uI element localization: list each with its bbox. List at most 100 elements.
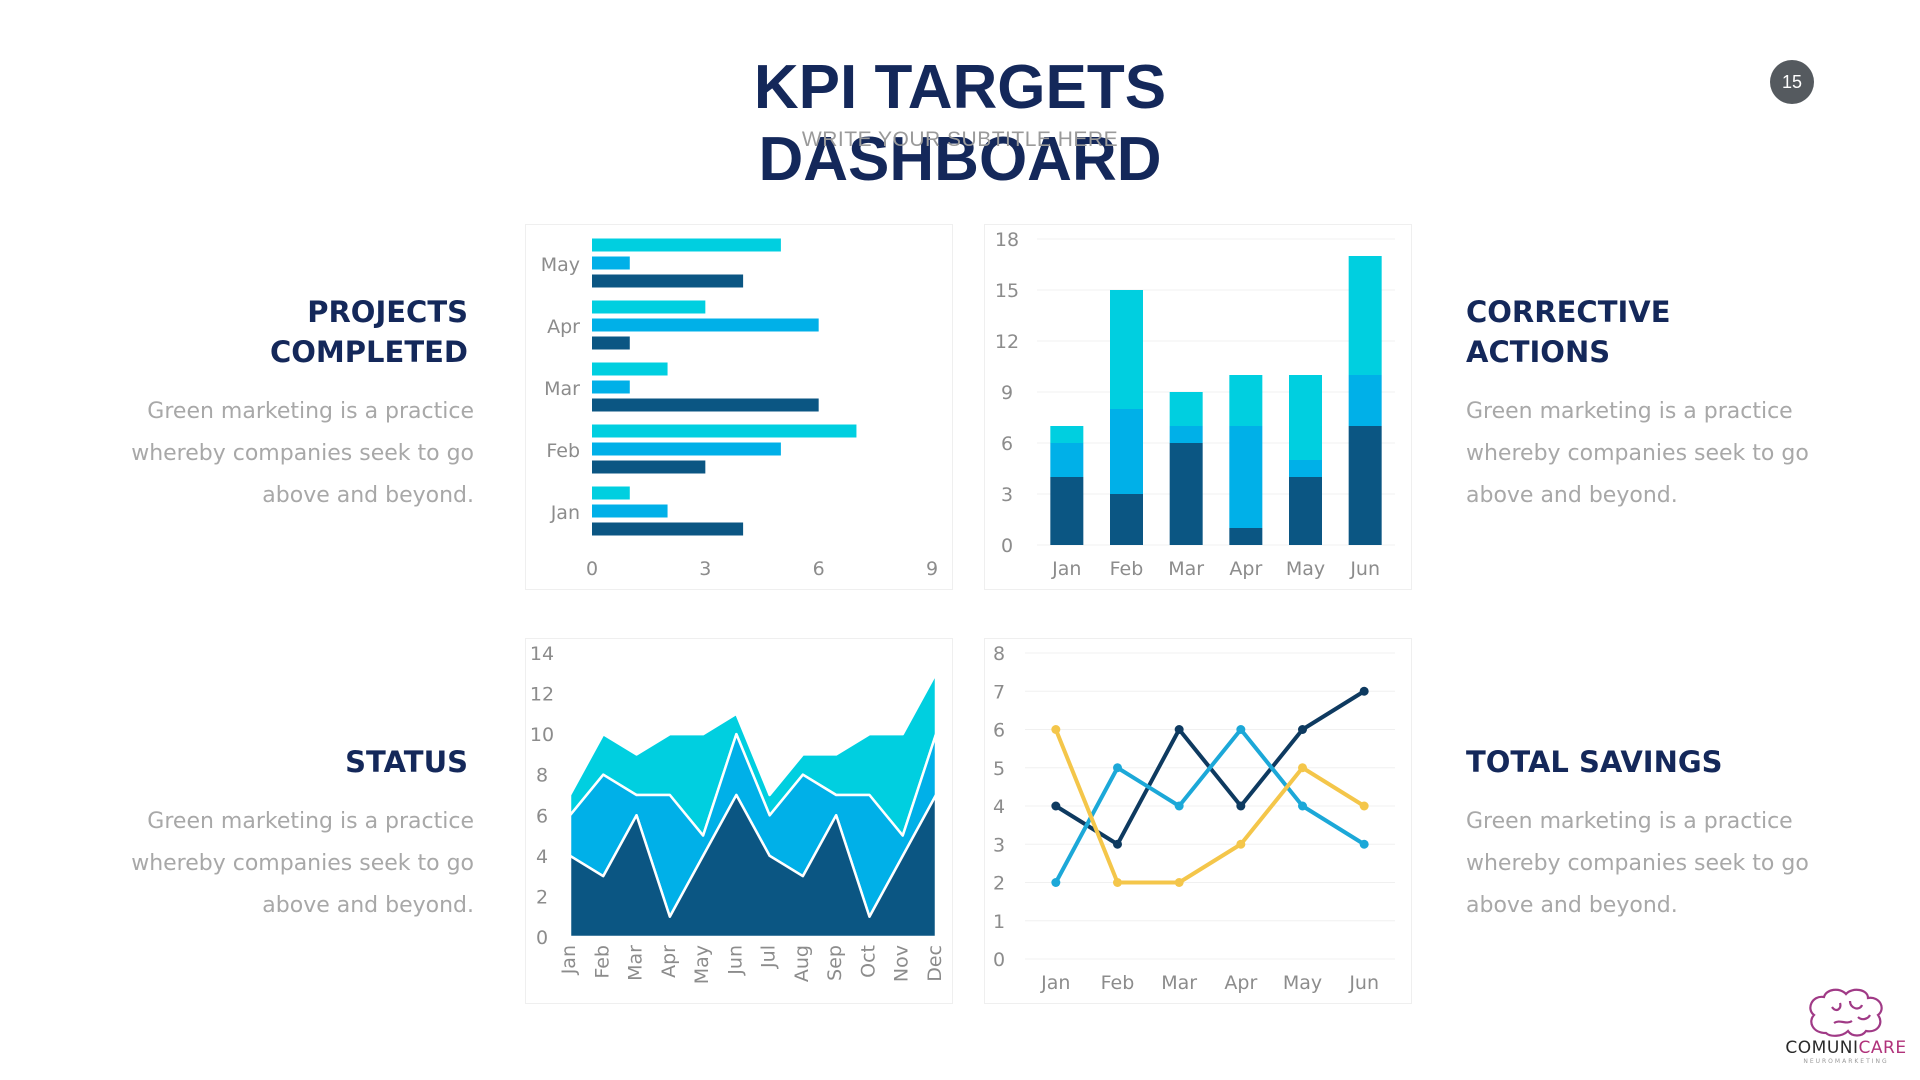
description-line: Green marketing is a practice: [147, 809, 474, 834]
y-tick-label: 8: [993, 643, 1005, 665]
line-point: [1051, 801, 1061, 811]
bar: [592, 398, 819, 412]
page-title-line-1: KPI TARGETS: [753, 53, 1167, 122]
brain-icon: [1809, 988, 1883, 1037]
corrective-actions-heading: CORRECTIVE ACTIONS: [1466, 292, 1806, 372]
line-series: [1054, 727, 1366, 884]
comunicare-logo: COMUNICARE NEUROMARKETING: [1776, 985, 1916, 1065]
x-tick-label: Mar: [1168, 558, 1204, 580]
status-area-chart-card: 0 2 4 6 8 10 12 14 Jan Feb Mar Apr May Jun Jul Aug Sep Oc…: [525, 638, 953, 1004]
logo-brand-b: CARE: [1858, 1038, 1907, 1058]
stacked-bar-segment: [1289, 460, 1322, 477]
bar: [592, 522, 744, 536]
line-point: [1174, 878, 1184, 887]
x-tick-label: Sep: [824, 945, 846, 981]
stacked-bar-segment: [1229, 528, 1263, 545]
x-tick-label: Dec: [924, 945, 946, 982]
stacked-bar-segment: [1110, 409, 1143, 494]
page-number-badge: 15: [1770, 60, 1814, 104]
x-tick-label: Nov: [891, 945, 913, 982]
y-tick-label: May: [541, 254, 580, 276]
x-tick-label: Feb: [1101, 972, 1135, 994]
line-point: [1298, 763, 1307, 773]
status-heading: STATUS: [345, 745, 468, 779]
stacked-bar-segment: [1169, 426, 1203, 443]
bar: [592, 274, 744, 288]
line-point: [1113, 839, 1122, 849]
projects-heading-line-1: PROJECTS: [307, 295, 468, 329]
area-series: [568, 793, 938, 939]
y-tick-label: Mar: [544, 378, 580, 400]
x-tick-label: Mar: [625, 945, 647, 981]
total-savings-heading: TOTAL SAVINGS: [1466, 745, 1723, 779]
x-tick-label: 0: [586, 558, 598, 580]
y-tick-label: 4: [536, 846, 548, 868]
description-line: Green marketing is a practice: [1466, 809, 1793, 834]
stacked-bar-segment: [1289, 477, 1322, 545]
stacked-bar-segment: [1110, 290, 1143, 409]
stacked-bar-segment: [1110, 494, 1143, 545]
bar: [592, 318, 819, 332]
bar: [592, 460, 706, 474]
x-tick-label: May: [691, 945, 713, 984]
y-tick-label: 8: [536, 765, 548, 787]
projects-completed-heading: PROJECTS COMPLETED: [130, 292, 468, 372]
x-tick-label: Feb: [591, 945, 613, 979]
bar: [592, 504, 668, 518]
corrective-stacked-chart-card: 0 3 6 9 12 15 18 Jan Feb Mar Apr May Jun: [984, 224, 1412, 590]
page-title-line-2: DASHBOARD: [758, 125, 1162, 194]
x-tick-label: Apr: [1229, 558, 1262, 580]
line-point: [1236, 801, 1246, 811]
y-tick-label: Feb: [546, 440, 580, 462]
logo-wordmark: COMUNICARE: [1776, 1038, 1916, 1058]
line-point: [1359, 801, 1369, 811]
y-tick-label: 10: [530, 724, 554, 746]
line-point: [1236, 725, 1246, 734]
y-tick-label: 2: [536, 886, 548, 908]
bar: [592, 380, 630, 394]
x-tick-label: May: [1286, 558, 1325, 580]
bar: [592, 362, 668, 376]
horizontal-bar-chart: 0 3 6 9 Jan Feb Mar Apr May: [541, 238, 938, 580]
x-tick-label: Apr: [658, 945, 680, 978]
x-tick-label: Jan: [1051, 558, 1081, 580]
logo-brand-a: COMUNI: [1785, 1038, 1859, 1058]
description-line: above and beyond.: [262, 893, 474, 918]
y-tick-label: 14: [530, 643, 554, 665]
logo-tagline: NEUROMARKETING: [1803, 1058, 1889, 1065]
y-tick-label: 12: [995, 331, 1019, 353]
stacked-bar-segment: [1348, 426, 1382, 545]
y-tick-label: 0: [993, 949, 1005, 971]
y-tick-label: 3: [993, 834, 1005, 856]
line-point: [1113, 878, 1122, 887]
corrective-heading-line-2: ACTIONS: [1466, 335, 1611, 369]
y-tick-label: 3: [1001, 484, 1013, 506]
y-tick-label: 5: [993, 758, 1005, 780]
stacked-bar-segment: [1229, 426, 1263, 528]
bar: [592, 424, 857, 438]
x-tick-label: Jan: [558, 945, 580, 975]
line-chart: 0 1 2 3 4 5 6 7 8 Jan Feb Mar Apr May Jun: [993, 643, 1395, 994]
bar: [592, 336, 630, 350]
line-point: [1051, 725, 1061, 734]
y-tick-label: 0: [1001, 535, 1013, 557]
description-line: whereby companies seek to go: [131, 851, 474, 876]
line-point: [1298, 725, 1307, 734]
line-point: [1113, 763, 1122, 773]
x-tick-label: Jan: [1040, 972, 1070, 994]
x-tick-label: 3: [699, 558, 711, 580]
x-tick-label: Feb: [1110, 558, 1144, 580]
bar: [592, 442, 781, 456]
y-tick-label: 6: [536, 805, 548, 827]
y-tick-label: 0: [536, 927, 548, 949]
projects-bar-chart-card: 0 3 6 9 Jan Feb Mar Apr May: [525, 224, 953, 590]
x-tick-label: Apr: [1224, 972, 1257, 994]
line-point: [1359, 839, 1369, 849]
description-line: above and beyond.: [1466, 483, 1678, 508]
stacked-bar-segment: [1169, 443, 1203, 545]
x-tick-label: Mar: [1161, 972, 1197, 994]
status-description: Green marketing is a practice whereby co…: [100, 801, 474, 927]
y-tick-label: 9: [1001, 382, 1013, 404]
line-point: [1298, 801, 1307, 811]
description-line: above and beyond.: [262, 483, 474, 508]
